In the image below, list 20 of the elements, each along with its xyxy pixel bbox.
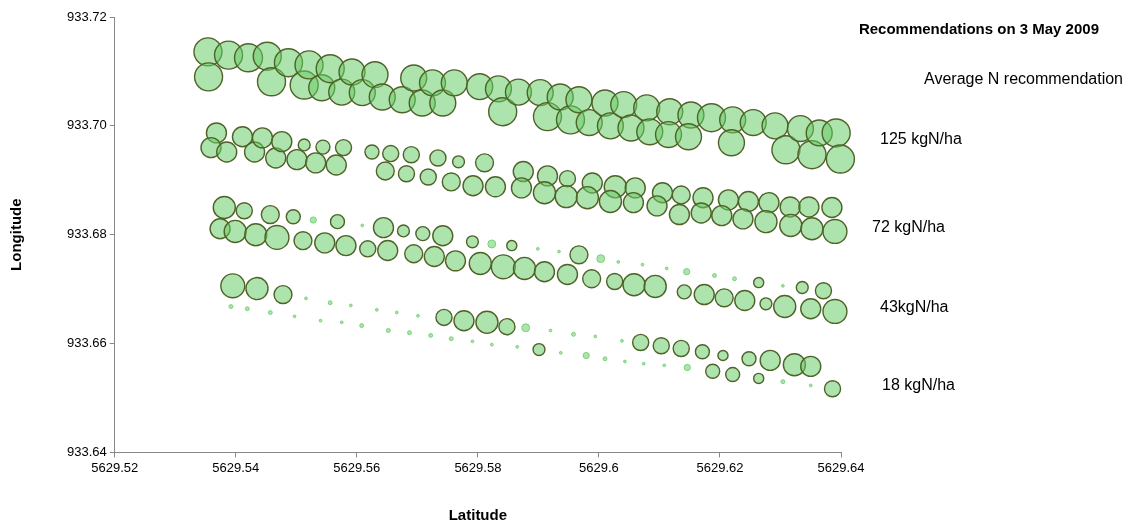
y-tick-label: 933.70 <box>67 117 107 133</box>
x-tick-label: 5629.56 <box>333 459 381 475</box>
x-tick-label: 5629.54 <box>212 459 260 475</box>
y-tick-label: 933.68 <box>67 226 107 242</box>
y-tick-label: 933.66 <box>67 335 107 351</box>
y-axis-title: Longitude <box>7 198 25 271</box>
text: 125 kgN/ha <box>880 130 962 148</box>
x-axis-title: Latitude <box>448 506 508 524</box>
y-tick-label: 933.72 <box>67 8 107 24</box>
x-tick-label: 5629.62 <box>696 459 744 475</box>
text: Recommendations on 3 May 2009 <box>858 20 1099 37</box>
x-tick-label: 5629.64 <box>817 459 865 475</box>
text: 72 kgN/ha <box>872 218 945 236</box>
x-tick-label: 5629.52 <box>91 459 139 475</box>
x-tick-label: 5629.58 <box>454 459 502 475</box>
text: Average N recommendation <box>924 70 1123 88</box>
text: 43kgN/ha <box>880 298 949 316</box>
x-tick-label: 5629.6 <box>579 459 619 475</box>
y-tick-label: 933.64 <box>67 443 107 459</box>
text: 18 kgN/ha <box>882 376 955 394</box>
